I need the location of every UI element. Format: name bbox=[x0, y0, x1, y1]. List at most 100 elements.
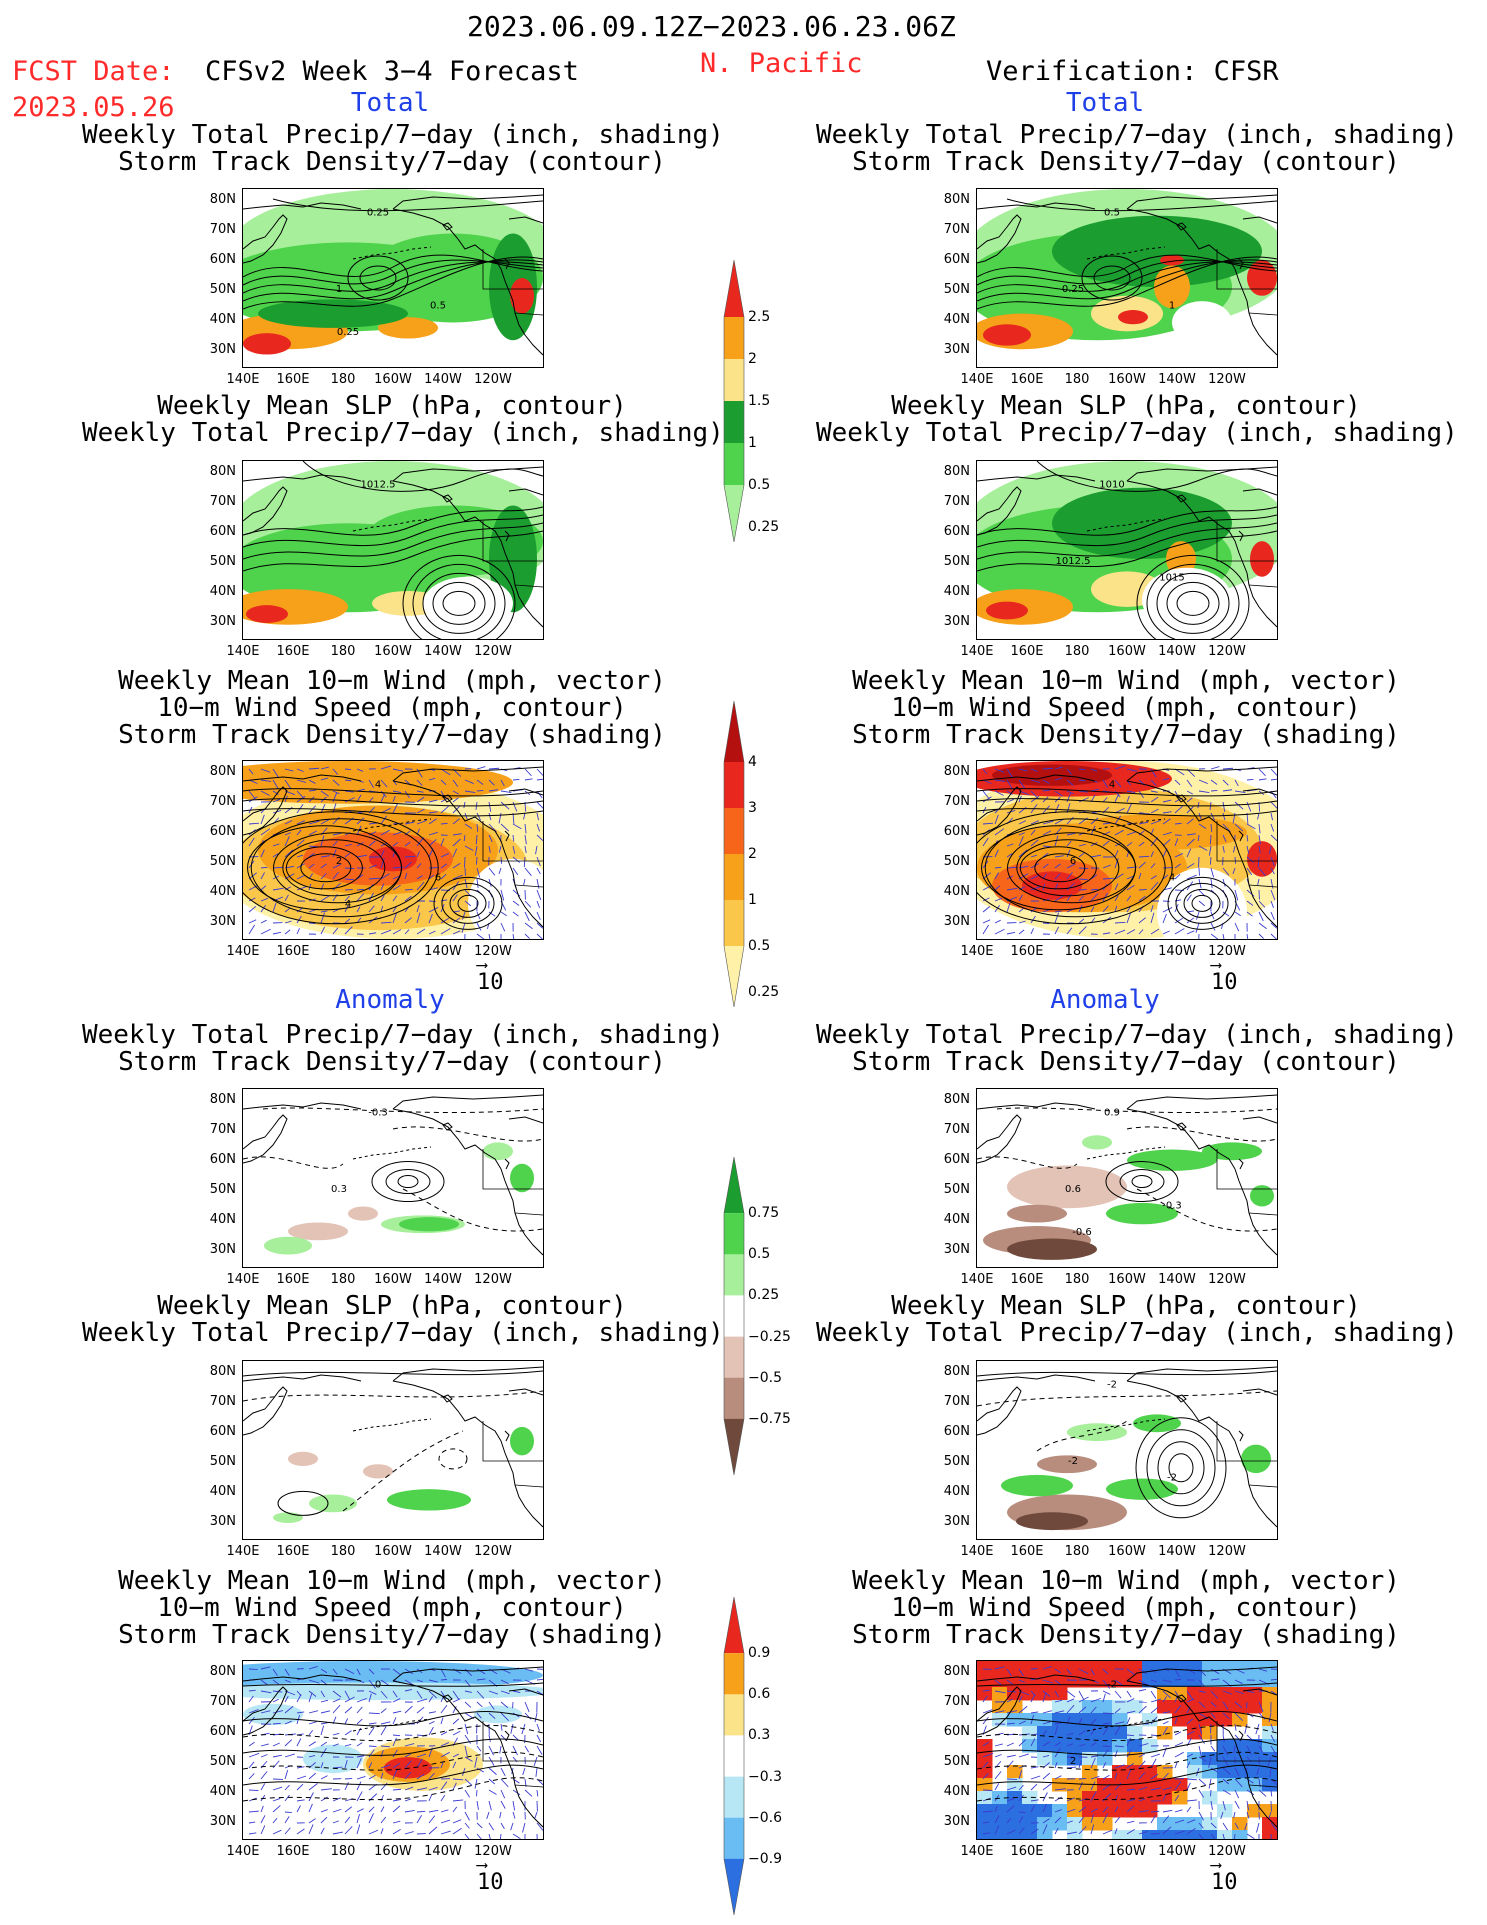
shading-cell bbox=[1247, 1765, 1263, 1779]
shading-cell bbox=[1157, 1661, 1173, 1675]
contour-label: 2 bbox=[1070, 1756, 1076, 1767]
colorbar-label: 1 bbox=[748, 892, 757, 908]
shading-cell bbox=[1022, 1726, 1038, 1740]
longitude-label: 140E bbox=[960, 1544, 994, 1559]
coastline bbox=[243, 1094, 543, 1256]
longitude-label: 160W bbox=[1108, 372, 1146, 387]
shading-cell bbox=[1037, 1661, 1053, 1675]
shading-cell bbox=[1007, 1661, 1023, 1675]
colorbar-label: −0.3 bbox=[748, 1768, 782, 1785]
shading-region bbox=[246, 605, 288, 623]
colorbar-segment bbox=[724, 1157, 744, 1214]
longitude-label: 140W bbox=[424, 944, 462, 959]
latitude-label: 50N bbox=[209, 554, 236, 569]
colorbar-segment bbox=[724, 1694, 744, 1736]
shading-region bbox=[288, 1451, 318, 1467]
shading-cell bbox=[1067, 1752, 1083, 1766]
shading-region bbox=[1247, 841, 1277, 877]
colorbar-label: 0.6 bbox=[748, 1686, 771, 1703]
longitude-label: 140E bbox=[226, 644, 260, 659]
shading-cell bbox=[1232, 1765, 1248, 1779]
colorbar-segment bbox=[724, 1336, 744, 1379]
latitude-label: 60N bbox=[943, 524, 970, 539]
vf-anom-precip-title: Weekly Total Precip/7−day (inch, shading… bbox=[816, 1020, 1458, 1077]
colorbar-label: 2 bbox=[748, 846, 757, 862]
contour-label: 4 bbox=[1109, 780, 1115, 791]
contour-label: 1012.5 bbox=[1056, 556, 1091, 567]
longitude-label: 180 bbox=[330, 644, 356, 659]
colorbar-label: 1 bbox=[748, 435, 757, 451]
longitude-label: 120W bbox=[474, 1544, 512, 1559]
shading-cell bbox=[1142, 1830, 1158, 1839]
reference-arrow-icon: ⟶ bbox=[477, 955, 487, 974]
shading-cell bbox=[1262, 1830, 1277, 1839]
shading-cell bbox=[1112, 1674, 1128, 1688]
shading-region bbox=[1118, 310, 1148, 325]
shading-cell bbox=[1262, 1674, 1277, 1688]
colorbar-label: −0.6 bbox=[748, 1809, 782, 1826]
vector-reference: ⟶ 10 bbox=[477, 1857, 504, 1896]
longitude-label: 140E bbox=[226, 372, 260, 387]
latitude-label: 80N bbox=[209, 464, 236, 479]
shading-cell bbox=[1007, 1713, 1023, 1727]
shading-cell bbox=[1202, 1765, 1218, 1779]
shading-cell bbox=[1202, 1674, 1218, 1688]
colorbar-label: 0.25 bbox=[748, 519, 780, 535]
shading-cell bbox=[1217, 1804, 1233, 1818]
forecast-total-heading: Total bbox=[350, 88, 430, 118]
latitude-label: 40N bbox=[209, 884, 236, 899]
coastline bbox=[243, 1366, 543, 1528]
latitude-label: 80N bbox=[209, 192, 236, 207]
latitude-label: 50N bbox=[943, 1454, 970, 1469]
shading-region bbox=[1133, 1414, 1181, 1433]
shading-region bbox=[1106, 1202, 1178, 1225]
latitude-label: 40N bbox=[209, 1784, 236, 1799]
longitude-label: 180 bbox=[1064, 1844, 1090, 1859]
latitude-label: 60N bbox=[943, 252, 970, 267]
shading-cell bbox=[1187, 1713, 1203, 1727]
shading-cell bbox=[1082, 1726, 1098, 1740]
longitude-label: 160W bbox=[374, 1544, 412, 1559]
latitude-label: 30N bbox=[209, 1814, 236, 1829]
shading-cell bbox=[977, 1661, 993, 1675]
shading-cell bbox=[1232, 1830, 1248, 1839]
shading-cell bbox=[1007, 1765, 1023, 1779]
shading-cell bbox=[1142, 1791, 1158, 1805]
contour-label: 0 bbox=[375, 1680, 381, 1691]
longitude-label: 160E bbox=[276, 1544, 310, 1559]
shading-cell bbox=[1007, 1830, 1023, 1839]
shading-cell bbox=[1052, 1817, 1068, 1831]
contour-label: 0.25 bbox=[337, 327, 359, 338]
vf-anom-slp-map: -2 -2 -2 bbox=[976, 1360, 1278, 1540]
shading-cell bbox=[1052, 1713, 1068, 1727]
vector-reference-value: 10 bbox=[1211, 970, 1238, 995]
shading-region bbox=[273, 1512, 303, 1523]
shading-cell bbox=[1097, 1817, 1113, 1831]
longitude-label: 120W bbox=[1208, 1844, 1246, 1859]
latitude-label: 70N bbox=[209, 494, 236, 509]
shading-cell bbox=[1037, 1713, 1053, 1727]
longitude-label: 120W bbox=[474, 1844, 512, 1859]
shading-cell bbox=[1142, 1739, 1158, 1753]
contour-lines bbox=[243, 1370, 543, 1516]
shading-cell bbox=[1157, 1687, 1173, 1701]
fcst-date-value: 2023.05.26 bbox=[12, 92, 175, 123]
shading-cell bbox=[1247, 1661, 1263, 1675]
shading-cell bbox=[1037, 1739, 1053, 1753]
longitude-label: 160W bbox=[1108, 1844, 1146, 1859]
colorbar-label: 0.5 bbox=[748, 1246, 771, 1263]
coastline bbox=[243, 194, 543, 356]
shading-cell bbox=[1187, 1726, 1203, 1740]
shading-region bbox=[264, 1236, 312, 1255]
longitude-label: 180 bbox=[1064, 944, 1090, 959]
shading-cell bbox=[1052, 1687, 1068, 1701]
latitude-label: 80N bbox=[209, 764, 236, 779]
colorbar-label: 0.75 bbox=[748, 1205, 780, 1222]
contour-label: -2 bbox=[1107, 1380, 1117, 1391]
colorbar-label: −0.5 bbox=[748, 1369, 782, 1386]
shading-cell bbox=[1022, 1817, 1038, 1831]
shading-region bbox=[1001, 1474, 1073, 1497]
contour-label: 0.25 bbox=[1062, 284, 1084, 295]
fc-anom-slp-map bbox=[242, 1360, 544, 1540]
shading-cell bbox=[1262, 1752, 1277, 1766]
